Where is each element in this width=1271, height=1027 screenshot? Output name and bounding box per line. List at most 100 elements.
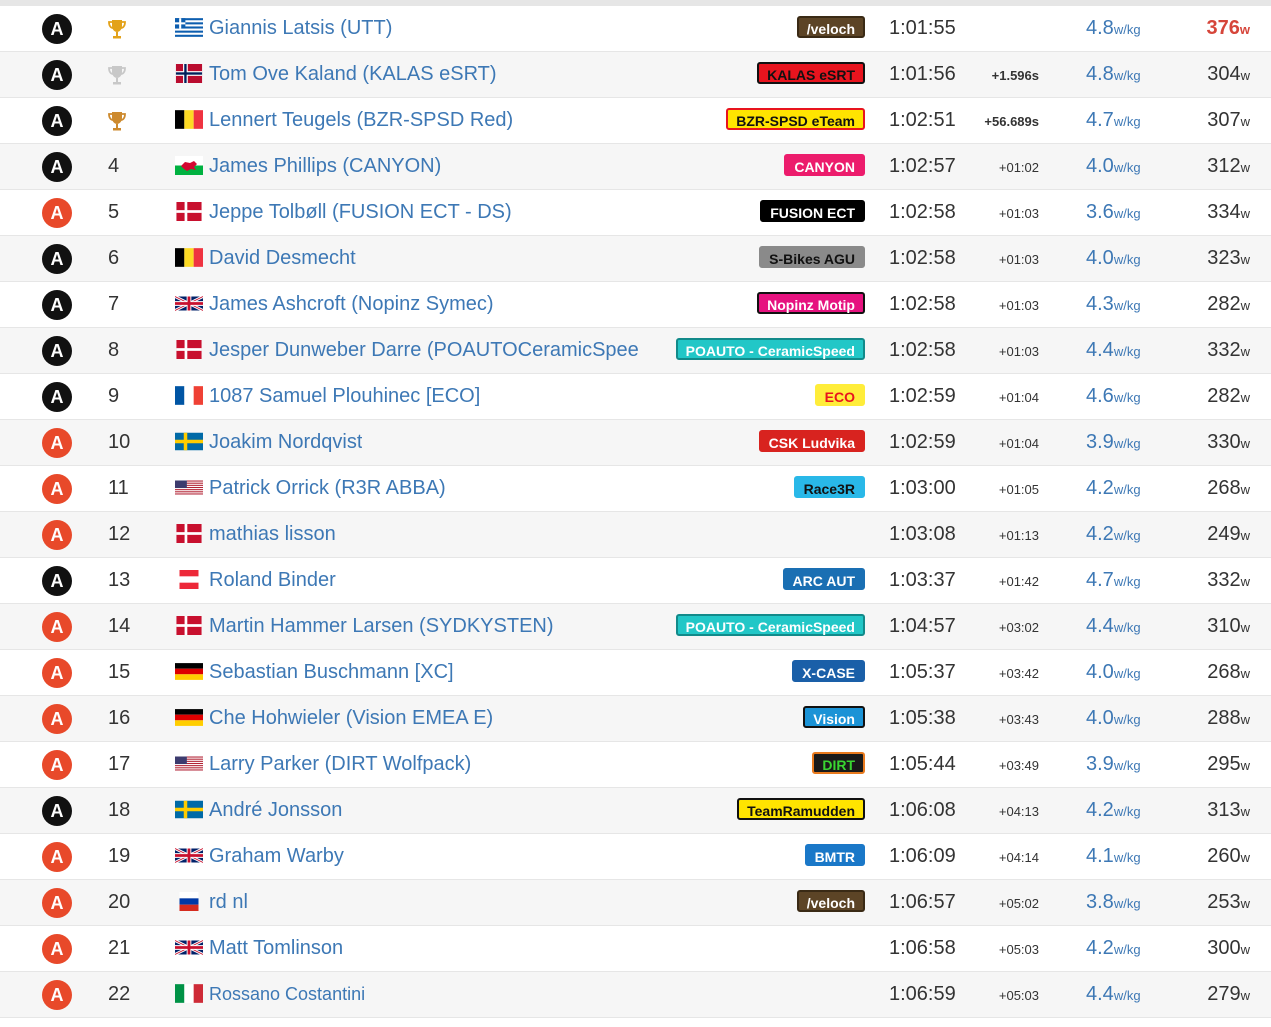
team-badge[interactable]: /veloch	[796, 16, 865, 38]
watts-unit: w	[1240, 114, 1250, 129]
watts-per-kg: 4.0w/kg	[1086, 236, 1141, 281]
wkg-value: 4.4	[1086, 339, 1114, 361]
rider-name-link[interactable]: Giannis Latsis (UTT)	[209, 17, 393, 39]
wkg-unit: w/kg	[1113, 160, 1141, 175]
wkg-unit: w/kg	[1113, 206, 1141, 221]
team-badge[interactable]: Nopinz Motip	[757, 292, 865, 314]
table-row[interactable]: A 10 Joakim Nordqvist CSK Ludvika 1:02:59 +01…	[0, 420, 1271, 466]
watts-unit: w	[1240, 436, 1250, 451]
rider-name-link[interactable]: Rossano Costantini	[209, 984, 366, 1004]
wkg-value: 4.1	[1086, 845, 1114, 867]
rider-name-link[interactable]: Jeppe Tolbøll (FUSION ECT - DS)	[209, 201, 512, 223]
table-row[interactable]: A 12 mathias lisson 1:03:08 +01:13 4.2w/kg 249…	[0, 512, 1271, 558]
team-badge[interactable]: DIRT	[812, 752, 865, 774]
team-badge[interactable]: ARC AUT	[782, 568, 865, 590]
category-badge: A	[42, 612, 72, 642]
team-badge[interactable]: BMTR	[804, 844, 865, 866]
time-gap: +01:03	[998, 344, 1039, 359]
rider-name-link[interactable]: Matt Tomlinson	[209, 937, 344, 959]
category-badge: A	[42, 244, 72, 274]
team-badge[interactable]: CSK Ludvika	[758, 430, 865, 452]
team-badge[interactable]: BZR-SPSD eTeam	[726, 108, 865, 130]
rider-name-link[interactable]: Martin Hammer Larsen (SYDKYSTEN)	[209, 615, 554, 637]
germany-flag-icon	[175, 662, 203, 681]
rider-name-link[interactable]: Larry Parker (DIRT Wolfpack)	[209, 753, 472, 775]
table-row[interactable]: A 5 Jeppe Tolbøll (FUSION ECT - DS) FUSION …	[0, 190, 1271, 236]
table-row[interactable]: A 20 rd nl/veloch 1:06:57 +05:02 3.8w/kg 253w	[0, 880, 1271, 926]
watts-per-kg: 4.8w/kg	[1086, 52, 1141, 97]
rider-name-link[interactable]: 1087 Samuel Plouhinec [ECO]	[209, 385, 481, 407]
rider-name-link[interactable]: David Desmecht	[209, 247, 356, 269]
watts-per-kg: 4.7w/kg	[1086, 98, 1141, 143]
team-badge[interactable]: TeamRamudden	[737, 798, 865, 820]
table-row[interactable]: A 8 Jesper Dunweber Darre (POAUTOCeramicSp…	[0, 328, 1271, 374]
table-row[interactable]: A 19 Graham Warby BMTR 1:06:09 +04:14 4.1w/kg 2…	[0, 834, 1271, 880]
watts-value: 304	[1207, 63, 1241, 85]
category-badge: A	[42, 888, 72, 918]
team-badge[interactable]: ECO	[814, 384, 865, 406]
watts-value: 332	[1207, 339, 1241, 361]
rider-name-link[interactable]: mathias lisson	[209, 523, 336, 545]
wkg-unit: w/kg	[1113, 666, 1141, 681]
table-row[interactable]: A Lennert Teugels (BZR-SPSD Red) BZR-SPSD …	[0, 98, 1271, 144]
rider-name-link[interactable]: Che Hohwieler (Vision EMEA E)	[209, 707, 494, 729]
rider-name-link[interactable]: James Phillips (CANYON)	[209, 155, 442, 177]
rider-name-link[interactable]: Jesper Dunweber Darre (POAUTOCeramicSpee	[209, 339, 639, 361]
watts-unit: w	[1240, 896, 1250, 911]
average-watts: 310w	[1207, 604, 1250, 649]
table-row[interactable]: A 9 1087 Samuel Plouhinec [ECO] ECO 1:02:59 +…	[0, 374, 1271, 420]
watts-unit: w	[1240, 206, 1250, 221]
table-row[interactable]: A Tom Ove Kaland (KALAS eSRT) KALAS eSRT 1:…	[0, 52, 1271, 98]
category-badge: A	[42, 796, 72, 826]
table-row[interactable]: A 21 Matt Tomlinson 1:06:58 +05:03 4.2w/kg 300…	[0, 926, 1271, 972]
table-row[interactable]: A 15 Sebastian Buschmann [XC] X-CASE 1:05:37…	[0, 650, 1271, 696]
germany-flag-icon	[175, 708, 203, 727]
table-row[interactable]: A 16 Che Hohwieler (Vision EMEA E) Vision 1:…	[0, 696, 1271, 742]
rider-name-link[interactable]: Patrick Orrick (R3R ABBA)	[209, 477, 446, 499]
table-row[interactable]: A 11 Patrick Orrick (R3R ABBA) Race3R 1:03:0…	[0, 466, 1271, 512]
table-row[interactable]: A 13 Roland Binder ARC AUT 1:03:37 +01:42 4.7w…	[0, 558, 1271, 604]
rider-name-link[interactable]: Joakim Nordqvist	[209, 431, 363, 453]
finish-time: 1:02:59	[889, 385, 956, 407]
rider-name-link[interactable]: Roland Binder	[209, 569, 336, 591]
table-row[interactable]: A 17 Larry Parker (DIRT Wolfpack) DIRT 1:05:…	[0, 742, 1271, 788]
watts-unit: w	[1240, 804, 1250, 819]
team-badge[interactable]: Vision	[803, 706, 865, 728]
rider-name-link[interactable]: Graham Warby	[209, 845, 344, 867]
team-badge[interactable]: POAUTO - CeramicSpeed	[675, 614, 865, 636]
wkg-value: 3.8	[1086, 891, 1114, 913]
denmark-flag-icon	[175, 524, 203, 543]
watts-per-kg: 4.2w/kg	[1086, 512, 1141, 557]
team-badge[interactable]: KALAS eSRT	[757, 62, 865, 84]
team-badge[interactable]: CANYON	[784, 154, 865, 176]
table-row[interactable]: A 14 Martin Hammer Larsen (SYDKYSTEN) POAUT…	[0, 604, 1271, 650]
table-row[interactable]: A 7 James Ashcroft (Nopinz Symec) Nopinz Mo…	[0, 282, 1271, 328]
time-gap: +01:03	[998, 206, 1039, 221]
wkg-value: 4.6	[1086, 385, 1114, 407]
rider-name-link[interactable]: Lennert Teugels (BZR-SPSD Red)	[209, 109, 514, 131]
watts-per-kg: 4.6w/kg	[1086, 374, 1141, 419]
rider-name-link[interactable]: James Ashcroft (Nopinz Symec)	[209, 293, 494, 315]
uk-flag-icon	[175, 294, 203, 313]
finish-time: 1:02:57	[889, 155, 956, 177]
table-row[interactable]: A 18 André Jonsson TeamRamudden 1:06:08 +04:1…	[0, 788, 1271, 834]
team-badge[interactable]: FUSION ECT	[760, 200, 865, 222]
rider-name-link[interactable]: Sebastian Buschmann [XC]	[209, 661, 454, 683]
table-row[interactable]: A 6 David Desmecht S-Bikes AGU 1:02:58 +01:03…	[0, 236, 1271, 282]
rider-name-link[interactable]: Tom Ove Kaland (KALAS eSRT)	[209, 63, 497, 85]
team-badge[interactable]: /veloch	[796, 890, 865, 912]
wkg-value: 4.2	[1086, 477, 1114, 499]
rider-name-link[interactable]: rd nl	[209, 891, 248, 913]
team-badge[interactable]: X-CASE	[792, 660, 865, 682]
watts-unit: w	[1240, 390, 1250, 405]
table-row[interactable]: A Giannis Latsis (UTT) /veloch 1:01:55 4.8w/…	[0, 6, 1271, 52]
team-badge[interactable]: POAUTO - CeramicSpeed	[675, 338, 865, 360]
watts-per-kg: 3.8w/kg	[1086, 880, 1141, 925]
watts-per-kg: 4.1w/kg	[1086, 834, 1141, 879]
table-row[interactable]: A 22 Rossano Costantini 1:06:59 +05:03 4.4w/k…	[0, 972, 1271, 1018]
team-badge[interactable]: S-Bikes AGU	[759, 246, 865, 268]
table-row[interactable]: A 4 James Phillips (CANYON) CANYON 1:02:57 +0…	[0, 144, 1271, 190]
watts-per-kg: 4.7w/kg	[1086, 558, 1141, 603]
team-badge[interactable]: Race3R	[793, 476, 865, 498]
rider-name-link[interactable]: André Jonsson	[209, 799, 343, 821]
